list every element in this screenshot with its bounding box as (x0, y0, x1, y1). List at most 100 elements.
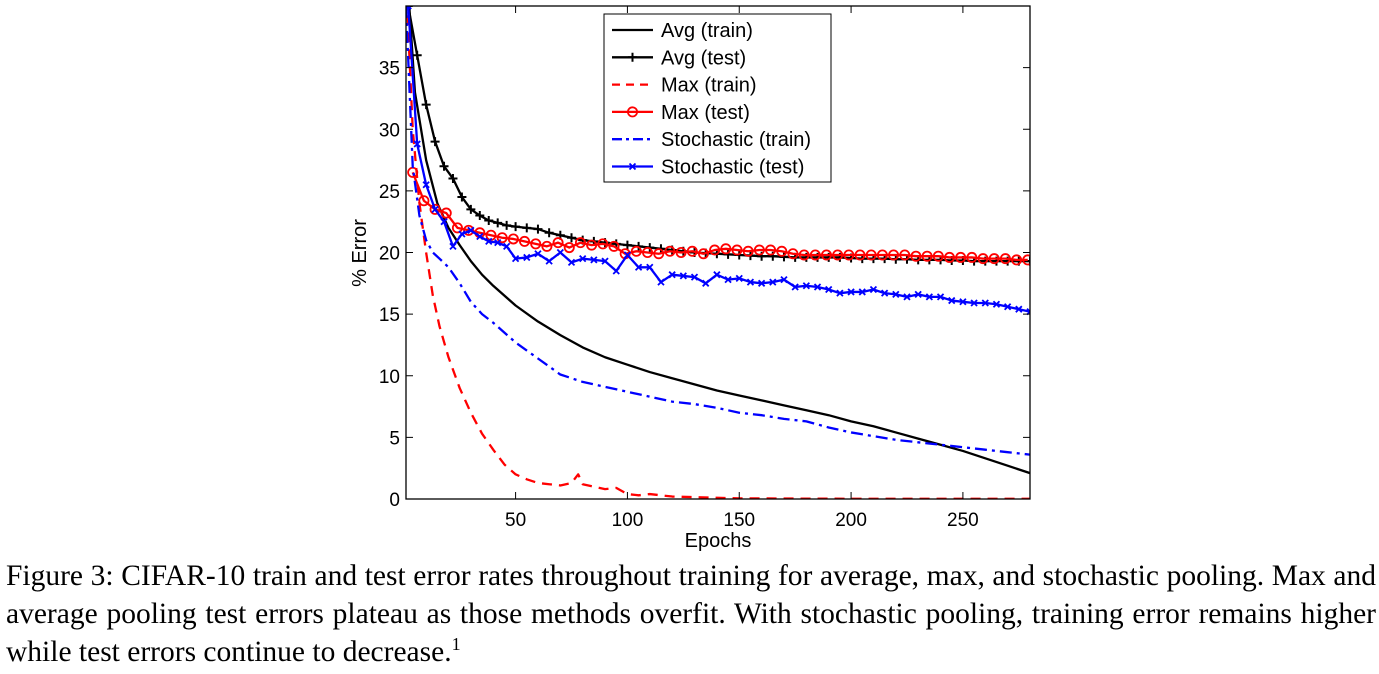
data-point-stochastic-test (601, 257, 609, 265)
data-point-stochastic-test (959, 298, 967, 306)
data-point-stochastic-test (769, 278, 777, 286)
data-point-max-test (988, 253, 1000, 265)
y-tick-label: 0 (389, 490, 400, 511)
caption-text: Figure 3: CIFAR-10 train and test error … (6, 560, 1376, 668)
data-point-stochastic-test (970, 299, 978, 307)
data-point-stochastic-test (735, 274, 743, 283)
data-point-avg-test (768, 251, 778, 261)
data-point-avg-test (421, 100, 431, 110)
legend-item-avg-test: Avg (test) (612, 47, 746, 69)
data-point-max-test (451, 222, 463, 234)
data-point-avg-test (544, 228, 554, 238)
data-point-max-test (809, 249, 821, 261)
data-point-stochastic-test (713, 271, 721, 279)
legend-label: Avg (test) (661, 47, 746, 69)
legend-marker (628, 52, 637, 62)
data-point-max-test (742, 245, 754, 257)
data-point-max-test (910, 250, 922, 262)
data-point-max-test (854, 249, 866, 261)
data-point-avg-test (757, 251, 767, 261)
data-point-max-test (765, 244, 777, 256)
data-point-max-test (1022, 254, 1030, 266)
data-point-max-test (753, 244, 765, 256)
y-axis-label: % Error (349, 219, 371, 287)
data-point-stochastic-test (422, 181, 430, 189)
data-point-stochastic-test (413, 140, 421, 148)
data-point-stochastic-test (936, 293, 945, 301)
series-avg-train (408, 6, 1030, 475)
data-point-avg-test (511, 222, 521, 232)
data-point-stochastic-test (746, 278, 755, 286)
legend-item-stochastic-train: Stochastic (train) (612, 129, 811, 151)
data-point-avg-test (448, 174, 458, 184)
data-point-max-test (642, 246, 654, 258)
data-point-stochastic-test (511, 255, 520, 263)
data-point-stochastic-test (485, 237, 493, 246)
data-point-avg-test (567, 233, 577, 243)
data-point-max-test (675, 246, 687, 258)
data-point-avg-test (430, 137, 440, 147)
data-point-max-test (999, 253, 1011, 265)
data-point-max-test (943, 251, 955, 263)
data-point-avg-test (1025, 256, 1030, 266)
data-point-stochastic-test (679, 272, 687, 280)
data-point-stochastic-test (780, 275, 788, 284)
data-point-stochastic-test (657, 278, 665, 286)
data-point-stochastic-test (892, 290, 900, 299)
data-point-stochastic-test (702, 279, 710, 287)
legend-item-max-test: Max (test) (612, 102, 750, 124)
legend-item-avg-train: Avg (train) (612, 20, 753, 42)
y-tick-label: 5 (389, 428, 400, 449)
data-point-max-test (586, 239, 598, 251)
data-point-max-test (843, 249, 855, 261)
data-point-max-test (463, 224, 475, 236)
series-line-max-test (411, 171, 1028, 262)
data-point-max-test (507, 233, 519, 245)
data-point-max-test (977, 253, 989, 265)
data-point-max-test (798, 249, 810, 261)
data-point-stochastic-test (858, 288, 866, 296)
data-point-max-test (496, 232, 508, 244)
data-point-max-test (519, 235, 531, 247)
data-point-max-test (597, 238, 609, 250)
data-point-stochastic-test (1015, 305, 1023, 313)
data-point-stochastic-test (948, 296, 956, 305)
data-point-stochastic-test (914, 290, 922, 299)
series-stochastic-test (406, 6, 1030, 316)
x-tick-label: 250 (947, 510, 979, 531)
legend-label: Max (test) (661, 102, 750, 124)
data-point-stochastic-test (825, 285, 833, 294)
data-point-avg-test (412, 50, 422, 60)
data-point-max-test (563, 242, 575, 254)
axis-ticks: 50 100 150 200 250 0 5 10 15 20 25 30 35 (379, 6, 1030, 531)
data-point-max-test (731, 244, 743, 256)
data-point-stochastic-test (579, 255, 587, 263)
data-point-avg-test (439, 161, 449, 171)
data-point-stochastic-test (869, 285, 878, 294)
data-point-stochastic-test (467, 226, 475, 234)
data-point-stochastic-test (880, 289, 889, 297)
data-point-avg-test (493, 218, 503, 228)
plot-series-layer (406, 6, 1030, 499)
data-point-stochastic-test (590, 256, 598, 264)
data-point-avg-test (522, 223, 532, 233)
data-point-max-test (608, 240, 620, 252)
legend-box (603, 13, 832, 183)
data-point-stochastic-test (836, 289, 844, 297)
legend-label: Stochastic (test) (661, 157, 804, 179)
data-point-avg-test (502, 220, 512, 230)
data-point-stochastic-test (757, 279, 766, 287)
x-axis-label: Epochs (685, 530, 752, 552)
data-point-stochastic-test (903, 293, 911, 301)
data-point-stochastic-test (534, 250, 542, 258)
y-tick-label: 20 (379, 244, 400, 265)
data-point-stochastic-test (668, 271, 676, 279)
data-point-max-test (440, 207, 452, 219)
y-tick-label: 30 (379, 120, 400, 141)
data-point-max-test (865, 249, 877, 261)
data-point-max-test (876, 249, 888, 261)
data-point-stochastic-test (458, 230, 466, 238)
data-point-avg-test (457, 192, 467, 202)
data-point-max-test (921, 250, 933, 262)
data-point-avg-test (484, 215, 494, 225)
